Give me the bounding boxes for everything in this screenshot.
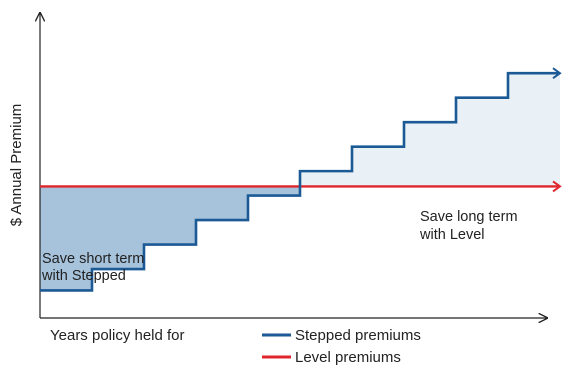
long-term-savings-area xyxy=(508,73,560,187)
short-term-savings-area xyxy=(248,186,300,196)
legend: Stepped premiums Level premiums xyxy=(262,327,421,366)
y-axis-label: $ Annual Premium xyxy=(8,104,25,227)
long-term-savings-area xyxy=(300,171,352,187)
short-term-savings-area xyxy=(196,186,248,221)
short-term-savings-area xyxy=(92,186,144,270)
long-term-savings-area xyxy=(404,122,456,187)
short-term-savings-area xyxy=(144,186,196,245)
level-premiums-arrowhead xyxy=(552,180,562,193)
annotation-long-term: Save long term with Level xyxy=(419,209,522,243)
x-axis-label: Years policy held for xyxy=(50,327,185,344)
long-term-savings-area xyxy=(456,97,508,187)
stepped-premiums-line xyxy=(40,71,558,292)
annotation-short-term: Save short term with Stepped xyxy=(41,251,148,284)
legend-label-stepped: Stepped premiums xyxy=(295,327,421,344)
stepped-premiums-arrowhead xyxy=(552,67,562,80)
legend-label-level: Level premiums xyxy=(295,349,401,366)
long-term-savings-area xyxy=(352,146,404,187)
short-term-savings-area xyxy=(40,186,92,291)
